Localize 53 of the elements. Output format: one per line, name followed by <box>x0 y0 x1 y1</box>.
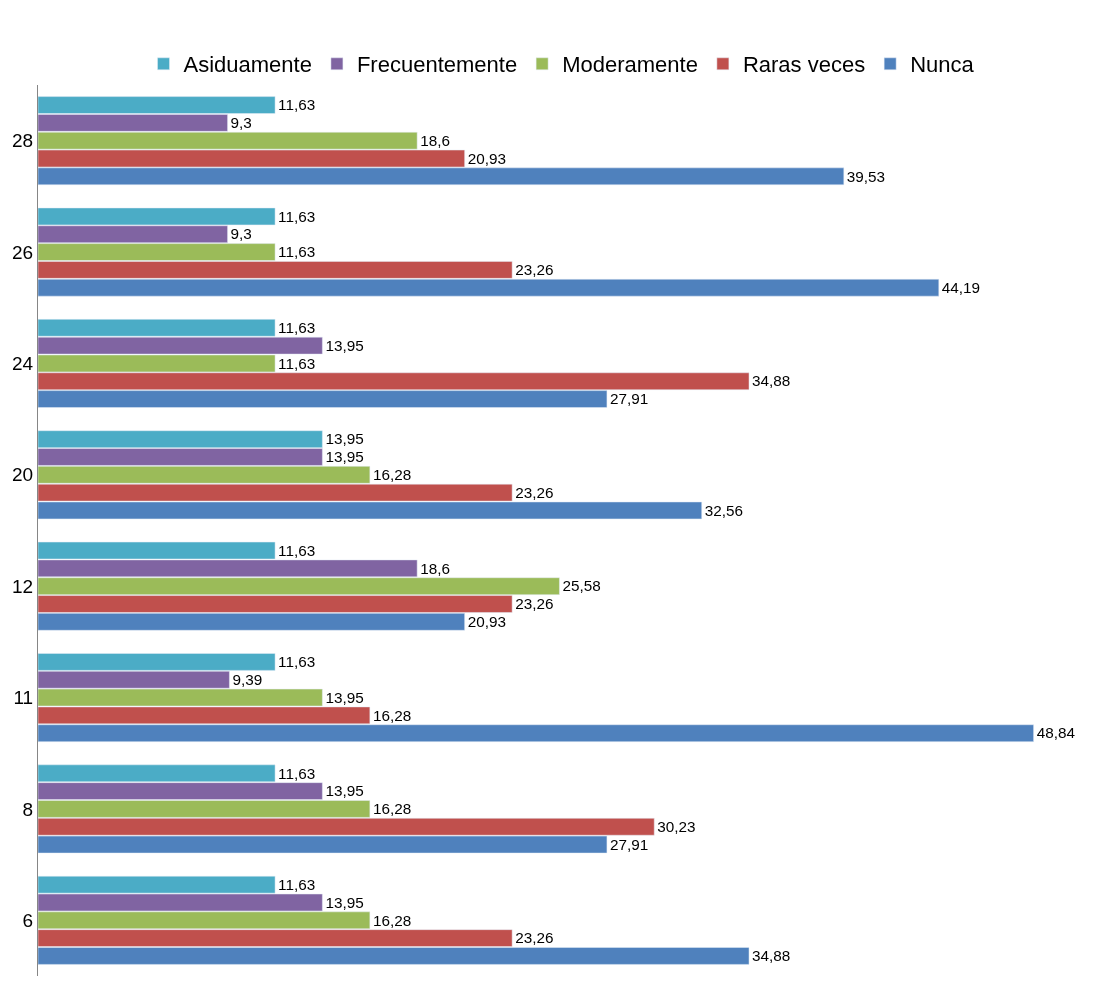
data-label: 13,95 <box>325 893 364 911</box>
data-label: 13,95 <box>325 782 364 800</box>
data-label: 11,63 <box>278 875 316 893</box>
data-label: 23,26 <box>515 929 554 947</box>
data-label: 23,26 <box>515 483 554 501</box>
legend-label: Asiduamente <box>183 52 312 78</box>
y-tick-label: 12 <box>12 575 34 597</box>
data-label: 30,23 <box>657 818 696 835</box>
data-label: 25,58 <box>562 577 601 595</box>
y-tick-label: 8 <box>22 798 34 820</box>
data-label: 32,56 <box>704 501 744 519</box>
legend-label: Raras veces <box>742 52 866 78</box>
data-label: 11,63 <box>278 96 316 114</box>
data-label: 20,93 <box>467 149 506 167</box>
data-label: 34,88 <box>752 372 791 390</box>
data-label: 11,63 <box>278 354 316 372</box>
legend-label: Moderamente <box>562 52 698 78</box>
data-label: 18,6 <box>420 131 450 149</box>
data-label: 11,63 <box>278 207 316 225</box>
data-label: 13,95 <box>325 448 364 466</box>
y-tick-label: 24 <box>12 353 34 375</box>
data-label: 13,95 <box>325 688 364 706</box>
data-label: 9,3 <box>230 114 252 132</box>
data-label: 11,63 <box>278 319 316 337</box>
data-label: 23,26 <box>515 595 554 613</box>
data-label: 16,28 <box>372 466 412 484</box>
data-label: 34,88 <box>752 947 791 965</box>
data-label: 11,63 <box>278 653 316 671</box>
data-label: 44,19 <box>941 278 981 296</box>
y-tick-label: 20 <box>12 464 34 486</box>
y-tick-label: 26 <box>12 241 34 263</box>
y-tick-label: 28 <box>12 130 34 152</box>
data-label: 39,53 <box>846 167 886 185</box>
data-label: 9,39 <box>232 670 263 688</box>
data-label: 9,3 <box>230 225 252 243</box>
data-label: 48,84 <box>1036 724 1076 742</box>
data-label: 11,63 <box>278 541 316 559</box>
legend-label: Frecuentemente <box>356 52 518 78</box>
data-label: 13,95 <box>325 430 364 448</box>
legend-label: Nunca <box>910 52 975 78</box>
data-label: 16,28 <box>372 911 412 929</box>
data-label: 23,26 <box>515 261 554 279</box>
data-label: 18,6 <box>420 559 450 577</box>
data-label: 16,28 <box>372 800 412 818</box>
data-label: 13,95 <box>325 336 364 354</box>
data-label: 11,63 <box>278 243 316 261</box>
data-label: 27,91 <box>609 835 649 853</box>
y-tick-label: 11 <box>13 687 34 709</box>
data-label: 20,93 <box>467 613 506 631</box>
data-label: 16,28 <box>372 706 412 724</box>
y-tick-label: 6 <box>22 909 34 931</box>
data-label: 11,63 <box>278 764 316 782</box>
data-label: 27,91 <box>609 390 649 408</box>
